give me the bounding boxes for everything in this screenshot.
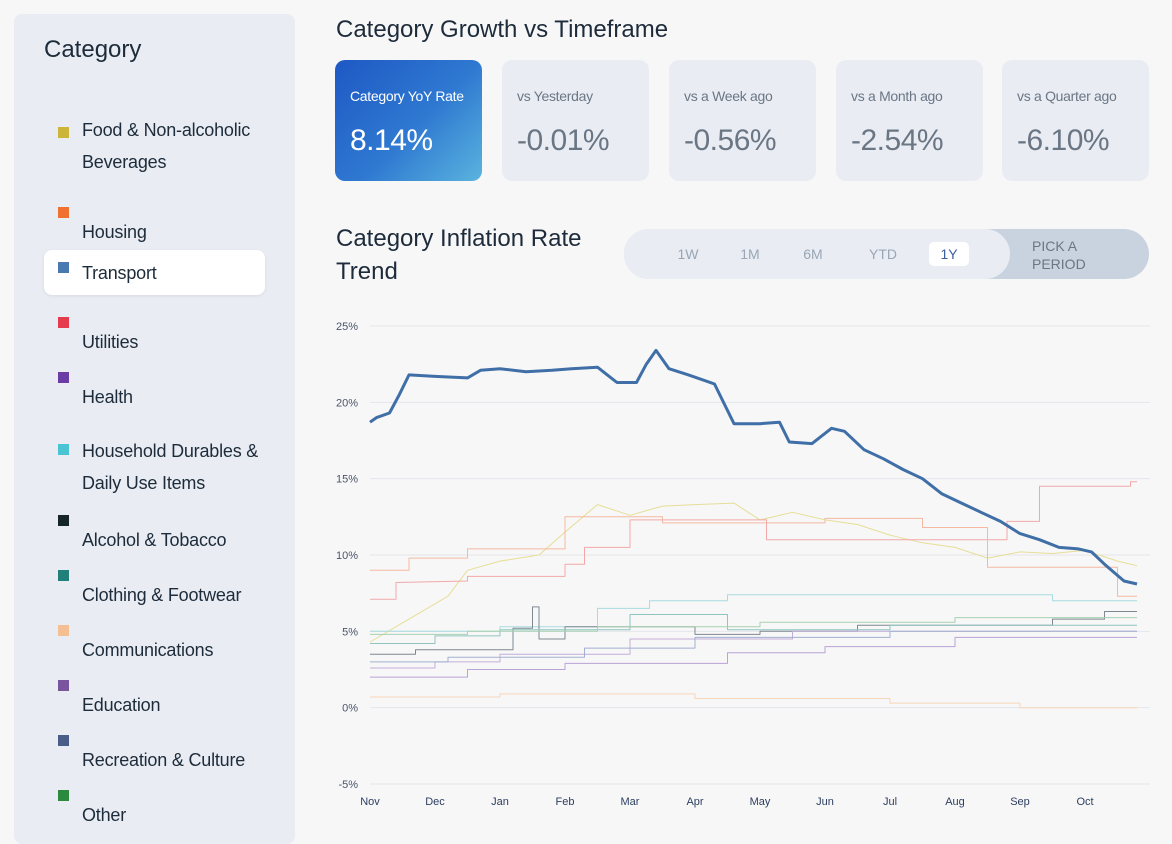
category-color-swatch: [58, 316, 69, 328]
kpi-label: vs Yesterday: [517, 88, 593, 104]
y-tick-label: 0%: [342, 703, 358, 715]
series-line-other: [370, 617, 1137, 635]
category-label: Food & Non-alcoholic Beverages: [82, 120, 251, 172]
inflation-trend-chart: 25% 20% 15% 10% 5% 0% -5%Nov Dec Jan Feb Mar Apr May…: [336, 321, 1150, 808]
period-button-6m[interactable]: 6M: [803, 246, 823, 262]
x-tick-label: Sep: [1010, 796, 1030, 808]
series-line-housing: [370, 516, 1137, 597]
category-label: Communications: [82, 639, 214, 660]
category-item-recreation-culture[interactable]: Recreation & Culture: [44, 734, 265, 776]
category-label: Alcohol & Tobacco: [82, 529, 227, 550]
category-label: Other: [82, 804, 127, 825]
y-tick-label: 25%: [336, 321, 358, 333]
x-tick-label: Feb: [556, 796, 575, 808]
y-tick-label: 15%: [336, 474, 358, 486]
period-selector: 1W 1M 6M YTD 1Y PICK A PERIOD: [624, 229, 1149, 279]
category-color-swatch: [58, 206, 69, 218]
sidebar-title: Category: [44, 36, 142, 63]
x-tick-label: May: [750, 796, 771, 808]
y-tick-label: 20%: [336, 397, 358, 409]
x-tick-label: Dec: [425, 796, 445, 808]
comparison-card: vs a Week ago -0.56%: [669, 60, 816, 181]
category-color-swatch: [58, 569, 69, 581]
category-label: Health: [82, 386, 133, 407]
series-line-health: [370, 636, 1137, 678]
category-color-swatch: [58, 514, 69, 526]
category-item-communications[interactable]: Communications: [44, 624, 265, 666]
series-line-transport: [369, 348, 1138, 586]
kpi-label: vs a Week ago: [684, 88, 773, 104]
period-button-1m[interactable]: 1M: [740, 246, 760, 262]
series-line-recreation-culture: [370, 630, 1137, 663]
category-item-utilities[interactable]: Utilities: [44, 316, 265, 358]
yoy-rate-card: Category YoY Rate 8.14%: [335, 60, 482, 181]
category-item-health[interactable]: Health: [44, 371, 265, 413]
category-item-housing[interactable]: Housing: [44, 206, 265, 248]
period-button-1y[interactable]: 1Y: [929, 242, 969, 266]
category-label: Recreation & Culture: [82, 749, 246, 770]
category-item-alcohol-tobacco[interactable]: Alcohol & Tobacco: [44, 514, 265, 556]
series-line-household-durables-daily-use-items: [370, 594, 1137, 632]
category-item-food-non-alcoholic-beverages[interactable]: Food & Non-alcoholic Beverages: [44, 114, 265, 178]
category-color-swatch: [58, 371, 69, 383]
x-tick-label: Aug: [945, 796, 965, 808]
category-item-transport[interactable]: Transport: [44, 250, 265, 295]
category-color-swatch: [58, 443, 69, 455]
kpi-label: Category YoY Rate: [350, 88, 464, 104]
comparison-card: vs Yesterday -0.01%: [502, 60, 649, 181]
x-tick-label: Jun: [816, 796, 834, 808]
category-color-swatch: [58, 734, 69, 746]
series-line-food-non-alcoholic-beverages: [369, 502, 1138, 643]
period-button-ytd[interactable]: YTD: [869, 246, 897, 262]
category-label: Transport: [82, 262, 157, 283]
y-tick-label: 10%: [336, 550, 358, 562]
category-color-swatch: [58, 789, 69, 801]
comparison-card: vs a Month ago -2.54%: [836, 60, 983, 181]
kpi-value: -0.01%: [517, 124, 610, 157]
kpi-label: vs a Quarter ago: [1017, 88, 1117, 104]
category-item-household-durables-daily-use-items[interactable]: Household Durables & Daily Use Items: [44, 435, 265, 499]
category-label: Clothing & Footwear: [82, 584, 242, 605]
growth-title: Category Growth vs Timeframe: [336, 16, 669, 43]
category-label: Utilities: [82, 331, 139, 352]
x-tick-label: Nov: [360, 796, 380, 808]
trend-title: Category Inflation Rate Trend: [336, 225, 582, 285]
category-color-swatch: [58, 679, 69, 691]
x-tick-label: Apr: [686, 796, 703, 808]
kpi-label: vs a Month ago: [851, 88, 943, 104]
kpi-value: -0.56%: [684, 124, 777, 157]
y-tick-label: -5%: [338, 779, 358, 791]
kpi-value: -6.10%: [1017, 124, 1110, 157]
kpi-value: 8.14%: [350, 124, 433, 157]
category-label: Housing: [82, 221, 147, 242]
series-line-alcohol-tobacco: [370, 606, 1137, 655]
category-label: Household Durables & Daily Use Items: [82, 441, 259, 493]
series-line-education: [370, 630, 1137, 669]
category-color-swatch: [58, 624, 69, 636]
period-button-1w[interactable]: 1W: [677, 246, 699, 262]
y-tick-label: 5%: [342, 626, 358, 638]
category-sidebar: Category Food & Non-alcoholic Beverages H…: [14, 14, 295, 844]
x-tick-label: Mar: [621, 796, 640, 808]
comparison-card: vs a Quarter ago -6.10%: [1002, 60, 1149, 181]
category-color-swatch: [58, 261, 69, 273]
x-tick-label: Jan: [491, 796, 509, 808]
series-line-communications: [370, 693, 1137, 709]
period-preset-group: 1W 1M 6M YTD 1Y: [624, 229, 1010, 279]
x-tick-label: Jul: [883, 796, 897, 808]
category-label: Education: [82, 694, 161, 715]
category-item-clothing-footwear[interactable]: Clothing & Footwear: [44, 569, 265, 611]
category-color-swatch: [58, 126, 69, 138]
pick-period-button[interactable]: PICK A PERIOD: [1032, 238, 1086, 272]
series-line-clothing-footwear: [370, 614, 1137, 644]
series-line-utilities: [370, 481, 1137, 600]
x-tick-label: Oct: [1076, 796, 1093, 808]
category-item-other[interactable]: Other: [44, 789, 265, 831]
kpi-value: -2.54%: [851, 124, 944, 157]
category-item-education[interactable]: Education: [44, 679, 265, 721]
